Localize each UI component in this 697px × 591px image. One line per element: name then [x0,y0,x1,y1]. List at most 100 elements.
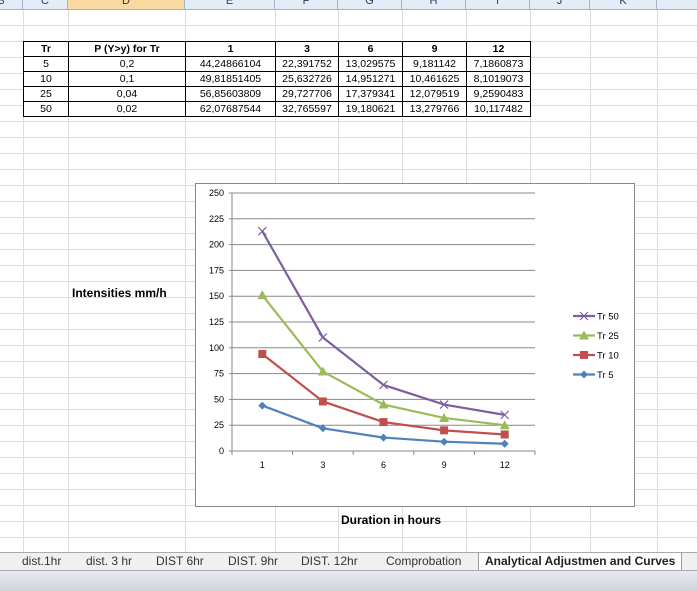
data-point[interactable] [439,412,450,422]
table-cell[interactable]: 5 [23,56,69,72]
legend-label: Tr 10 [597,351,619,362]
table-header[interactable]: Tr [23,41,69,57]
table-row: 50 0,02 62,07687544 32,765597 19,180621 13,27… [23,101,531,117]
table-header[interactable]: 6 [338,41,403,57]
table-header[interactable]: 1 [185,41,276,57]
table-cell[interactable]: 44,24866104 [185,56,276,72]
table-header[interactable]: 9 [402,41,467,57]
data-point[interactable] [258,349,267,358]
data-point[interactable] [379,418,388,427]
data-point[interactable] [500,410,510,420]
sheet-tab[interactable]: DIST. 9hr [228,554,279,568]
data-point[interactable] [579,311,589,321]
x-tick-label: 9 [442,460,447,470]
table-cell[interactable]: 56,85603809 [185,86,276,102]
table-cell[interactable]: 10,461625 [402,71,467,87]
y-tick-label: 200 [209,240,224,250]
data-point[interactable] [500,439,509,448]
sheet-tab[interactable]: dist.1hr [22,554,62,568]
legend-label: Tr 5 [597,370,614,381]
table-header[interactable]: P (Y>y) for Tr [68,41,186,57]
data-point[interactable] [499,420,510,430]
x-tick-label: 12 [500,460,510,470]
column-header-B[interactable]: B [0,0,23,9]
data-point[interactable] [379,380,388,390]
table-row: 25 0,04 56,85603809 29,727706 17,379341 12,07… [23,86,531,102]
data-point[interactable] [440,437,449,446]
data-point[interactable] [257,290,268,300]
data-point[interactable] [579,330,589,340]
data-point[interactable] [500,430,509,439]
status-bar [0,570,697,591]
series-tr-5 [258,401,509,448]
legend-label: Tr 50 [597,312,619,323]
column-header-G[interactable]: G [338,0,402,9]
table-cell[interactable]: 10,117482 [466,101,531,117]
y-tick-label: 150 [209,291,224,301]
data-point[interactable] [379,433,388,442]
table-cell[interactable]: 9,2590483 [466,86,531,102]
table-cell[interactable]: 0,2 [68,56,186,72]
sheet-tab[interactable]: DIST 6hr [156,554,204,568]
column-header-H[interactable]: H [402,0,466,9]
y-tick-label: 175 [209,265,224,275]
sheet-tab[interactable]: Analytical Adjustmen and Curves [478,553,683,571]
table-cell[interactable]: 14,951271 [338,71,403,87]
table-cell[interactable]: 7,1860873 [466,56,531,72]
data-point[interactable] [317,366,328,376]
table-cell[interactable]: 13,279766 [402,101,467,117]
data-point[interactable] [318,333,328,342]
column-header-D[interactable]: D [68,0,185,9]
table-cell[interactable]: 22,391752 [275,56,339,72]
table-cell[interactable]: 49,81851405 [185,71,276,87]
series-line[interactable] [261,230,505,416]
data-point[interactable] [318,424,327,433]
legend-item: Tr 25 [573,330,619,342]
sheet-tabs: dist.1hr dist. 3 hr DIST 6hr DIST. 9hr DIST.… [0,552,697,571]
sheet-tab[interactable]: DIST. 12hr [301,554,358,568]
data-point[interactable] [580,370,588,379]
table-cell[interactable]: 25 [23,86,69,102]
table-cell[interactable]: 0,04 [68,86,186,102]
y-tick-label: 25 [214,420,224,430]
column-header-J[interactable]: J [530,0,590,9]
data-point[interactable] [258,401,267,410]
data-point[interactable] [440,426,449,435]
legend-item: Tr 50 [573,312,619,323]
column-header-K[interactable]: K [590,0,657,9]
y-tick-label: 225 [209,214,224,224]
table-cell[interactable]: 13,029575 [338,56,403,72]
column-header-F[interactable]: F [275,0,338,9]
table-cell[interactable]: 29,727706 [275,86,339,102]
table-cell[interactable]: 0,1 [68,71,186,87]
y-tick-label: 0 [219,446,224,456]
y-tick-label: 50 [214,394,224,404]
column-header-I[interactable]: I [466,0,530,9]
data-point[interactable] [318,397,327,406]
table-cell[interactable]: 62,07687544 [185,101,276,117]
sheet-tab[interactable]: Comprobation [386,554,462,568]
data-point[interactable] [257,226,267,236]
column-header-E[interactable]: E [185,0,275,9]
table-cell[interactable]: 10 [23,71,69,87]
table-header[interactable]: 3 [275,41,339,57]
table-cell[interactable]: 9,181142 [402,56,467,72]
y-tick-label: 75 [214,369,224,379]
table-cell[interactable]: 17,379341 [338,86,403,102]
table-cell[interactable]: 12,079519 [402,86,467,102]
data-point[interactable] [439,400,449,409]
line-chart[interactable]: 0 25 50 75 100 125 150 175 200 225 250 1 3 6 9 12 Tr 50 T… [195,183,635,507]
table-header[interactable]: 12 [466,41,531,57]
table-cell[interactable]: 50 [23,101,69,117]
column-header-C[interactable]: C [23,0,68,9]
table-cell[interactable]: 32,765597 [275,101,339,117]
sheet-tab[interactable]: dist. 3 hr [86,554,133,568]
table-cell[interactable]: 0,02 [68,101,186,117]
y-tick-label: 125 [209,317,224,327]
table-cell[interactable]: 19,180621 [338,101,403,117]
table-cell[interactable]: 25,632726 [275,71,339,87]
table-cell[interactable]: 8,1019073 [466,71,531,87]
data-point[interactable] [580,351,588,359]
data-point[interactable] [378,399,389,409]
x-tick-label: 1 [260,460,265,470]
